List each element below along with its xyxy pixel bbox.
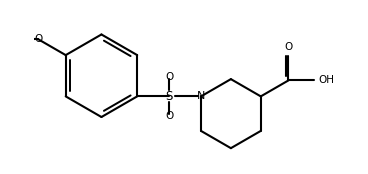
Text: N: N	[197, 91, 205, 101]
Text: S: S	[165, 90, 173, 103]
Text: OH: OH	[318, 76, 335, 85]
Text: O: O	[284, 42, 293, 52]
Text: O: O	[165, 72, 173, 82]
Text: O: O	[34, 34, 42, 44]
Text: O: O	[165, 111, 173, 121]
